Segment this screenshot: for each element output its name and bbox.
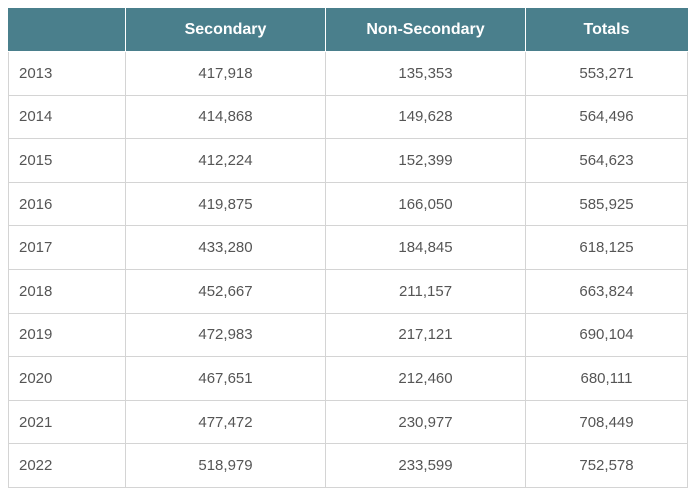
cell-secondary: 518,979 bbox=[125, 443, 326, 488]
cell-totals: 752,578 bbox=[525, 443, 688, 488]
table-body: 2013 417,918 135,353 553,271 2014 414,86… bbox=[8, 51, 688, 488]
cell-year: 2014 bbox=[8, 94, 126, 140]
table-row: 2017 433,280 184,845 618,125 bbox=[8, 225, 688, 270]
cell-year: 2016 bbox=[8, 181, 126, 227]
cell-totals: 564,623 bbox=[525, 138, 688, 183]
cell-non-secondary: 217,121 bbox=[325, 312, 526, 358]
cell-totals: 553,271 bbox=[525, 51, 688, 96]
cell-non-secondary: 212,460 bbox=[325, 356, 526, 401]
cell-non-secondary: 166,050 bbox=[325, 181, 526, 227]
cell-non-secondary: 233,599 bbox=[325, 443, 526, 488]
table-row: 2022 518,979 233,599 752,578 bbox=[8, 443, 688, 488]
cell-year: 2013 bbox=[8, 51, 126, 96]
table-row: 2016 419,875 166,050 585,925 bbox=[8, 181, 688, 227]
cell-totals: 708,449 bbox=[525, 399, 688, 445]
cell-totals: 618,125 bbox=[525, 225, 688, 270]
cell-totals: 680,111 bbox=[525, 356, 688, 401]
table-row: 2015 412,224 152,399 564,623 bbox=[8, 138, 688, 183]
cell-secondary: 477,472 bbox=[125, 399, 326, 445]
cell-non-secondary: 230,977 bbox=[325, 399, 526, 445]
enrollment-table-container: Secondary Non-Secondary Totals 2013 417,… bbox=[8, 8, 688, 488]
cell-non-secondary: 149,628 bbox=[325, 94, 526, 140]
cell-non-secondary: 152,399 bbox=[325, 138, 526, 183]
cell-totals: 585,925 bbox=[525, 181, 688, 227]
header-non-secondary: Non-Secondary bbox=[325, 8, 526, 52]
cell-totals: 690,104 bbox=[525, 312, 688, 358]
header-year bbox=[8, 8, 126, 52]
cell-secondary: 472,983 bbox=[125, 312, 326, 358]
cell-year: 2022 bbox=[8, 443, 126, 488]
table-row: 2019 472,983 217,121 690,104 bbox=[8, 312, 688, 358]
cell-year: 2021 bbox=[8, 399, 126, 445]
cell-year: 2020 bbox=[8, 356, 126, 401]
cell-secondary: 467,651 bbox=[125, 356, 326, 401]
cell-secondary: 412,224 bbox=[125, 138, 326, 183]
cell-secondary: 433,280 bbox=[125, 225, 326, 270]
header-row: Secondary Non-Secondary Totals bbox=[8, 8, 688, 52]
table-row: 2021 477,472 230,977 708,449 bbox=[8, 399, 688, 445]
cell-secondary: 414,868 bbox=[125, 94, 326, 140]
cell-secondary: 452,667 bbox=[125, 268, 326, 314]
cell-non-secondary: 184,845 bbox=[325, 225, 526, 270]
cell-totals: 564,496 bbox=[525, 94, 688, 140]
table-row: 2018 452,667 211,157 663,824 bbox=[8, 268, 688, 314]
enrollment-table: Secondary Non-Secondary Totals 2013 417,… bbox=[8, 8, 688, 488]
cell-year: 2015 bbox=[8, 138, 126, 183]
table-row: 2014 414,868 149,628 564,496 bbox=[8, 94, 688, 140]
table-row: 2020 467,651 212,460 680,111 bbox=[8, 356, 688, 401]
cell-secondary: 419,875 bbox=[125, 181, 326, 227]
header-totals: Totals bbox=[525, 8, 688, 52]
cell-year: 2019 bbox=[8, 312, 126, 358]
table-header: Secondary Non-Secondary Totals bbox=[8, 8, 688, 52]
header-secondary: Secondary bbox=[125, 8, 326, 52]
table-row: 2013 417,918 135,353 553,271 bbox=[8, 51, 688, 96]
cell-year: 2017 bbox=[8, 225, 126, 270]
cell-totals: 663,824 bbox=[525, 268, 688, 314]
cell-non-secondary: 135,353 bbox=[325, 51, 526, 96]
cell-non-secondary: 211,157 bbox=[325, 268, 526, 314]
cell-year: 2018 bbox=[8, 268, 126, 314]
cell-secondary: 417,918 bbox=[125, 51, 326, 96]
